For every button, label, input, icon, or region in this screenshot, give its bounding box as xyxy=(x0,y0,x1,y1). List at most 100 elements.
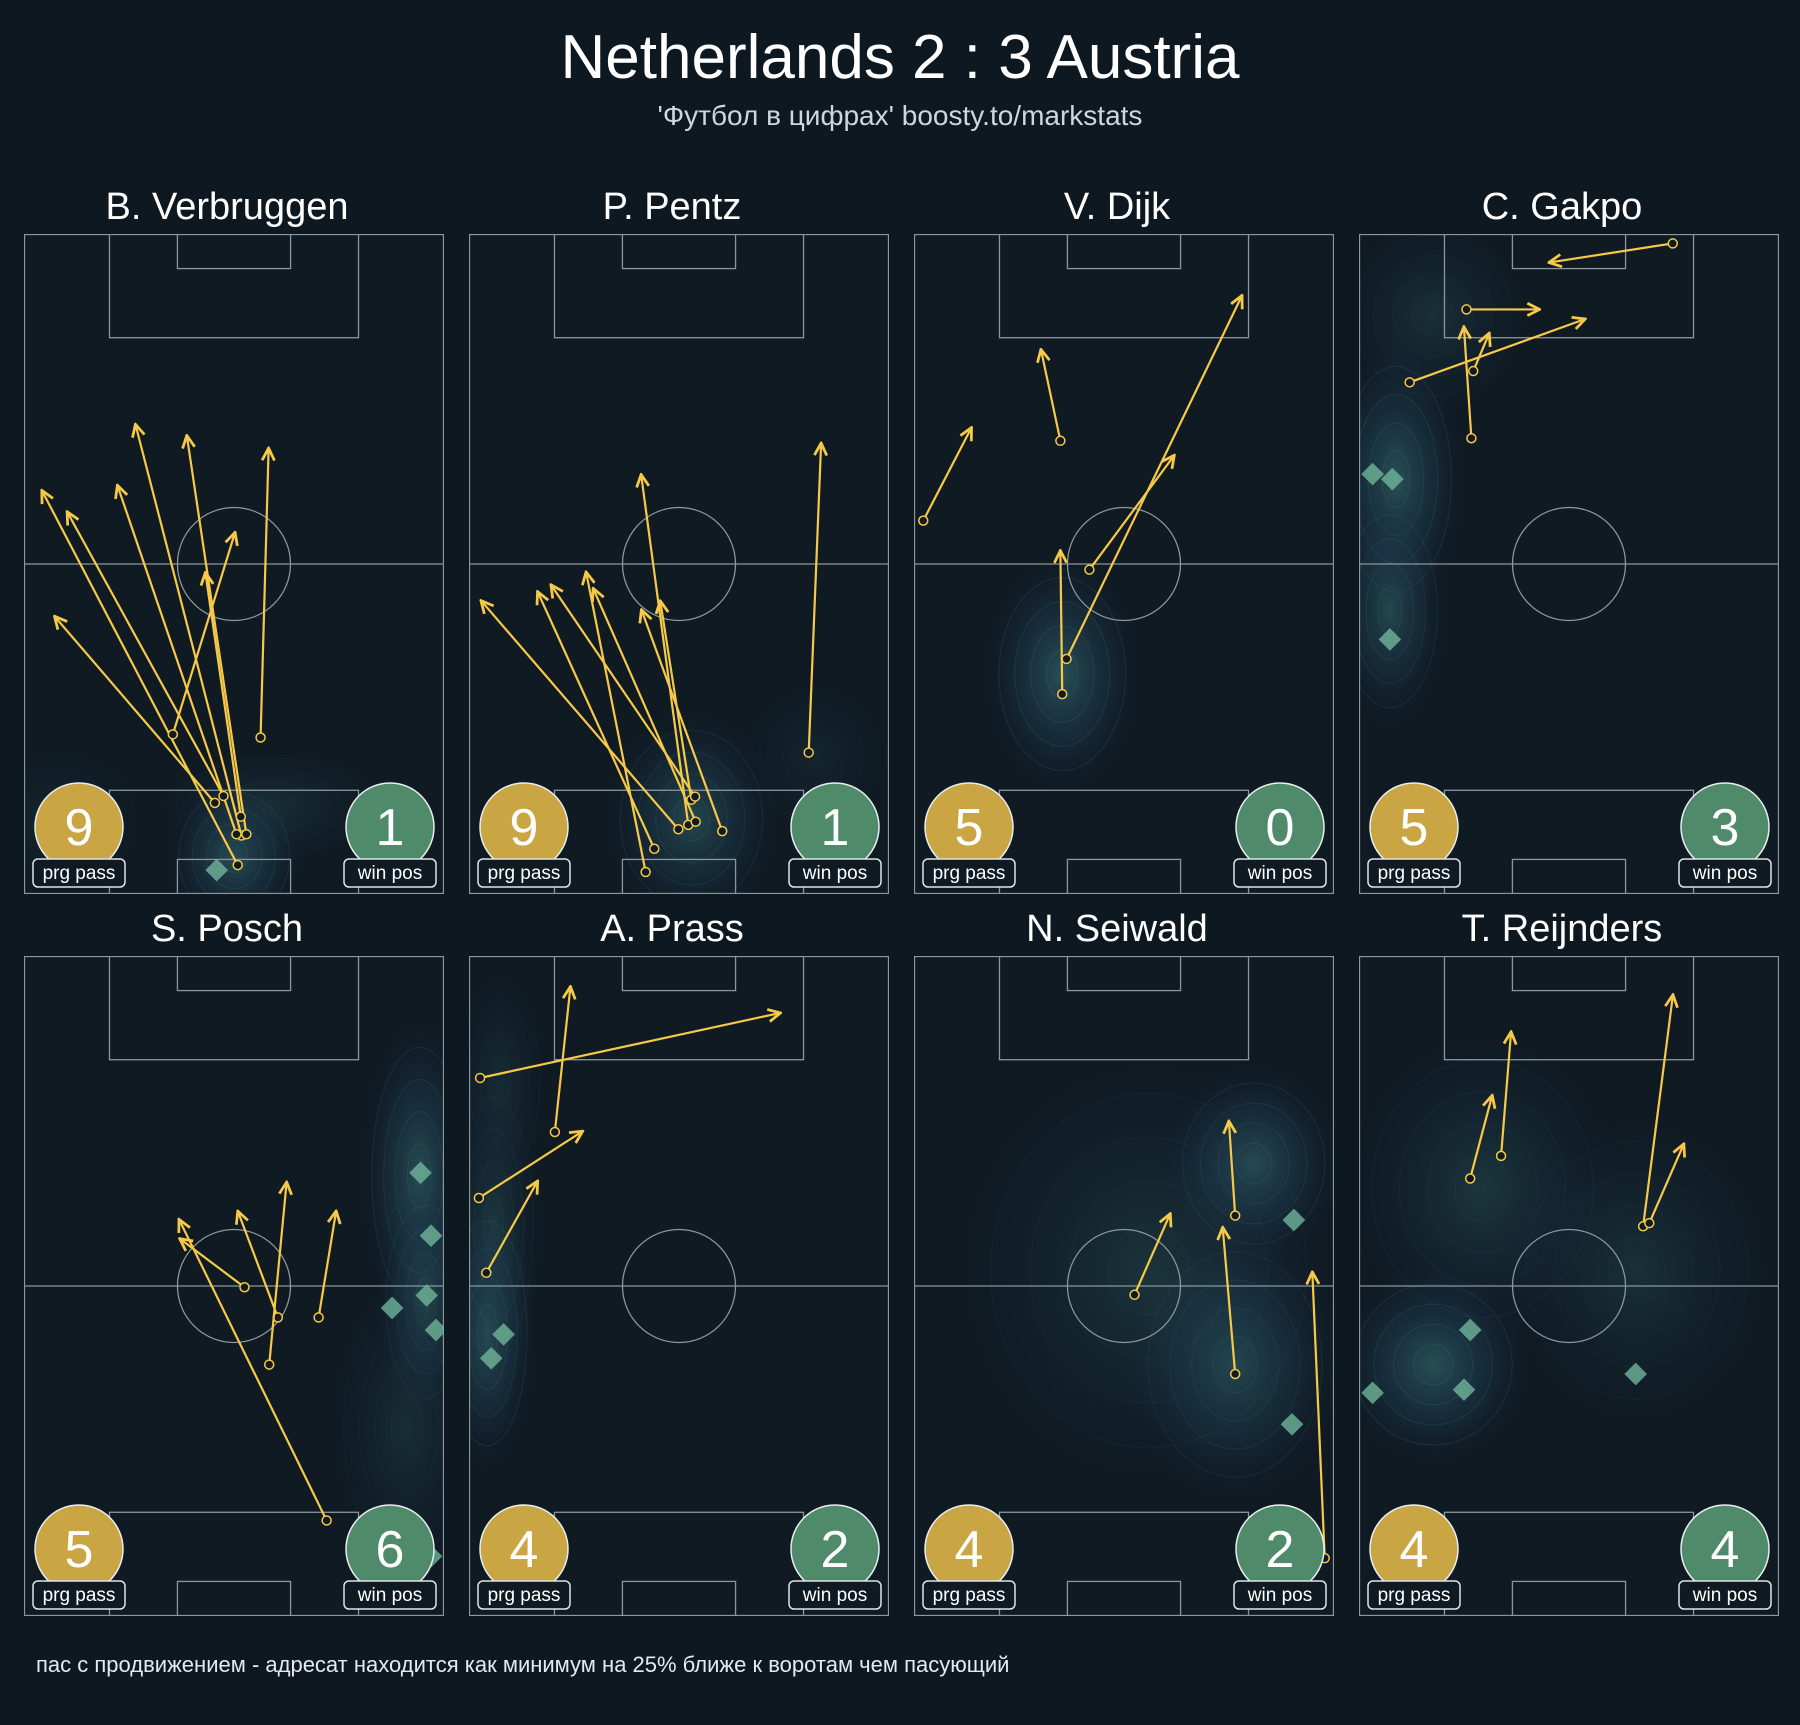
progressive-pass-arrow xyxy=(1133,1215,1170,1296)
player-panel: N. Seiwald 4 prg pass 2 win pos xyxy=(902,908,1334,1628)
progressive-pass-arrow xyxy=(187,437,248,835)
progressive-pass-arrow xyxy=(1469,1097,1492,1179)
progressive-pass-arrow xyxy=(538,593,656,850)
progressive-pass-arrow xyxy=(641,476,690,826)
win-pos-badge: 2 win pos xyxy=(788,1504,882,1610)
heatmap-contour xyxy=(637,751,746,886)
pitch-chart: 4 prg pass 4 win pos xyxy=(1359,956,1779,1616)
pass-origin-point xyxy=(649,843,660,854)
win-position-marker xyxy=(1280,1412,1304,1436)
pass-origin-point xyxy=(1229,1368,1241,1380)
win-position-marker xyxy=(419,1224,443,1248)
heatmap-contour xyxy=(246,793,296,819)
pass-origin-point xyxy=(1129,1289,1140,1301)
pass-origin-point xyxy=(1404,377,1415,388)
progressive-pass-arrow xyxy=(1472,335,1488,372)
win-position-marker xyxy=(1452,1378,1476,1402)
win-pos-label: win pos xyxy=(802,1585,867,1606)
heatmap-density-blob xyxy=(469,961,550,1203)
pass-origin-point xyxy=(1468,365,1479,377)
heatmap-contour xyxy=(619,729,763,894)
win-pos-label: win pos xyxy=(802,863,867,884)
player-name: P. Pentz xyxy=(602,186,742,228)
prg-pass-badge: 4 prg pass xyxy=(1367,1504,1461,1610)
prg-pass-badge: 5 prg pass xyxy=(922,782,1016,888)
pass-origin-point xyxy=(689,791,701,802)
pass-origin-point xyxy=(473,1192,485,1204)
pass-origin-point xyxy=(167,729,179,740)
pass-origin-point xyxy=(1464,1173,1476,1184)
heatmap-contour xyxy=(1393,274,1474,357)
heatmap-contour xyxy=(1373,254,1493,377)
win-pos-count: 3 xyxy=(1711,799,1740,857)
progressive-pass-arrow xyxy=(660,602,693,800)
pass-origin-point xyxy=(1056,688,1068,700)
progressive-pass-arrow xyxy=(479,1013,779,1080)
win-pos-badge: 4 win pos xyxy=(1678,1504,1772,1610)
win-pos-label: win pos xyxy=(1247,863,1312,884)
progressive-pass-arrow xyxy=(482,602,680,830)
progressive-pass-arrow xyxy=(1312,1273,1326,1559)
pitch-chart: 9 prg pass 1 win pos xyxy=(469,234,889,894)
heatmap-contour xyxy=(1412,295,1454,337)
prg-pass-badge: 5 prg pass xyxy=(1367,782,1461,888)
progressive-pass-arrow xyxy=(485,1182,537,1274)
progressive-pass-arrow xyxy=(922,429,971,522)
progressive-pass-arrow xyxy=(268,1184,286,1365)
prg-pass-count: 9 xyxy=(510,799,539,857)
pass-origin-point xyxy=(218,790,229,802)
prg-pass-count: 9 xyxy=(65,799,94,857)
pitch-markings xyxy=(469,956,889,1616)
heatmap-contour xyxy=(1454,1155,1511,1222)
pass-origin-point xyxy=(255,732,266,743)
win-pos-count: 6 xyxy=(376,1521,405,1579)
progressive-pass-arrow xyxy=(552,586,696,798)
prg-pass-label: prg pass xyxy=(488,863,561,884)
pass-origin-point xyxy=(716,825,728,837)
pass-origin-point xyxy=(241,829,252,840)
win-position-marker xyxy=(1624,1362,1648,1386)
pass-origin-point xyxy=(1061,653,1072,665)
win-pos-badge: 1 win pos xyxy=(788,782,882,888)
prg-pass-count: 5 xyxy=(1400,799,1429,857)
pitch-chart: 5 prg pass 6 win pos xyxy=(24,956,444,1616)
pitch-chart: 4 prg pass 2 win pos xyxy=(469,956,889,1616)
prg-pass-count: 5 xyxy=(65,1521,94,1579)
player-name: V. Dijk xyxy=(1063,186,1171,228)
progressive-pass-arrow xyxy=(1065,297,1242,660)
heatmap-contour xyxy=(199,769,343,843)
win-pos-count: 1 xyxy=(821,799,850,857)
pass-origin-point xyxy=(321,1515,332,1526)
win-pos-label: win pos xyxy=(1692,1585,1757,1606)
player-name: N. Seiwald xyxy=(1026,908,1208,950)
win-pos-count: 2 xyxy=(1266,1521,1295,1579)
player-panel: B. Verbruggen 9 prg pass 1 win pos xyxy=(12,186,444,906)
prg-pass-badge: 9 prg pass xyxy=(32,782,126,888)
heatmap-density-blob xyxy=(1498,1109,1776,1432)
chart-subtitle: 'Футбол в цифрах' boosty.to/markstats xyxy=(657,100,1143,131)
pass-origin-point xyxy=(1466,433,1477,444)
win-pos-label: win pos xyxy=(357,1585,422,1606)
pass-origin-point xyxy=(803,747,814,758)
progressive-pass-arrow xyxy=(1041,351,1062,442)
pass-origin-point xyxy=(1461,304,1472,315)
progressive-pass-arrow xyxy=(317,1212,336,1318)
player-panel: C. Gakpo 5 prg pass 3 win pos xyxy=(1347,186,1779,906)
progressive-pass-arrow xyxy=(1648,1145,1683,1224)
win-pos-count: 4 xyxy=(1711,1521,1740,1579)
heatmap-contour xyxy=(223,781,319,831)
prg-pass-count: 4 xyxy=(1400,1521,1429,1579)
heatmap-density-blob xyxy=(951,1049,1334,1492)
heatmap-contour xyxy=(390,1394,424,1461)
heatmap-contour xyxy=(1412,1343,1454,1386)
win-position-marker xyxy=(479,1346,503,1370)
prg-pass-badge: 9 prg pass xyxy=(477,782,571,888)
progressive-pass-arrow xyxy=(807,445,821,753)
progressive-pass-arrow xyxy=(1550,242,1673,262)
heatmap-contour xyxy=(1359,538,1426,685)
progressive-pass-arrow xyxy=(586,573,647,873)
progressive-pass-arrow xyxy=(1088,457,1173,571)
progressive-pass-arrow xyxy=(1060,552,1062,695)
win-pos-count: 2 xyxy=(821,1521,850,1579)
progressive-pass-arrow xyxy=(43,492,239,866)
